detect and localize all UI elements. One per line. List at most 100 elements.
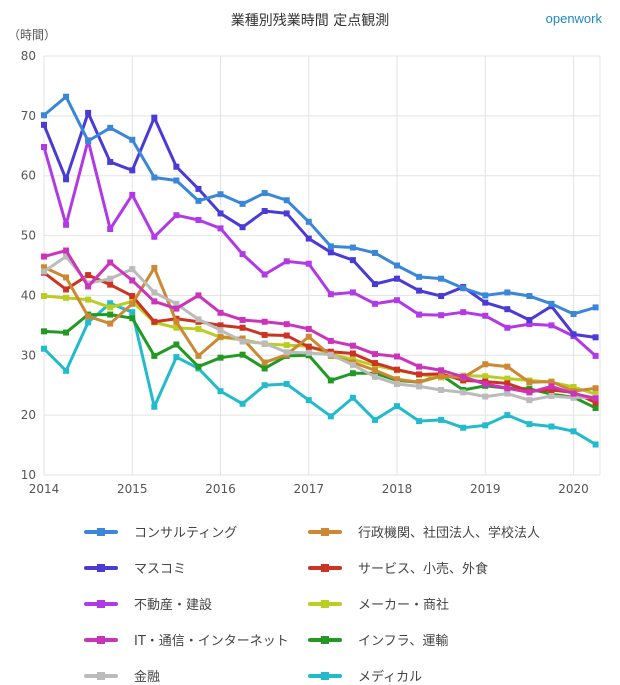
data-point [416, 287, 423, 294]
data-point [548, 322, 555, 329]
data-point [283, 197, 290, 204]
data-point [261, 365, 268, 372]
data-point [217, 327, 224, 334]
series-IT・通信・インターネット [41, 247, 599, 402]
data-point [41, 268, 47, 275]
y-tick-label: 40 [21, 288, 36, 302]
data-point [239, 400, 246, 407]
data-point [460, 309, 467, 316]
x-tick-label: 2014 [29, 482, 60, 496]
series-line [43, 95, 597, 316]
data-point [283, 210, 290, 217]
data-point [217, 354, 224, 361]
x-tick-label: 2017 [293, 482, 324, 496]
data-point [371, 351, 378, 358]
data-point [261, 190, 268, 197]
data-point [129, 277, 136, 284]
data-point [482, 393, 489, 400]
data-point [217, 191, 224, 198]
data-point [85, 319, 92, 326]
y-tick-label: 30 [21, 348, 36, 362]
data-point [371, 416, 378, 423]
data-point [592, 441, 599, 448]
data-point [41, 112, 47, 119]
data-point [129, 315, 136, 322]
data-point [129, 266, 136, 273]
data-point [438, 387, 445, 394]
data-point [526, 321, 533, 328]
data-point [283, 342, 290, 349]
data-point [504, 375, 511, 382]
data-point [283, 332, 290, 339]
data-point [85, 109, 92, 116]
data-point [129, 293, 136, 300]
data-point [416, 379, 423, 386]
data-point [239, 338, 246, 345]
data-point [416, 363, 423, 370]
data-point [592, 352, 599, 359]
data-point [261, 331, 268, 338]
data-point [327, 413, 334, 420]
data-point [394, 297, 401, 304]
data-point [438, 275, 445, 282]
data-point [349, 361, 356, 368]
data-point [107, 281, 114, 288]
series-line [43, 249, 596, 400]
data-point [41, 264, 47, 271]
data-point [173, 318, 180, 325]
data-point [327, 337, 334, 344]
series-line [42, 138, 597, 358]
data-point [107, 300, 114, 307]
data-point [504, 363, 511, 370]
data-point [570, 394, 577, 401]
data-point [107, 124, 114, 131]
data-point [261, 318, 268, 325]
data-point [592, 334, 599, 341]
data-point [239, 316, 246, 323]
data-point [394, 262, 401, 269]
data-point [305, 260, 312, 267]
data-point [195, 325, 202, 332]
data-point [283, 349, 290, 356]
x-tick-label: 2019 [470, 482, 501, 496]
data-point [592, 304, 599, 311]
data-point [85, 313, 92, 320]
data-point [151, 289, 158, 296]
data-point [129, 191, 136, 198]
data-point [416, 418, 423, 425]
data-point [482, 373, 489, 380]
data-point [394, 376, 401, 383]
data-point [349, 244, 356, 251]
data-point [107, 311, 114, 318]
data-point [63, 176, 70, 183]
data-point [151, 318, 158, 325]
data-point [151, 298, 158, 305]
data-point [504, 306, 511, 313]
series-金融 [41, 253, 599, 404]
data-point [504, 380, 511, 387]
data-point [482, 299, 489, 306]
data-point [504, 390, 511, 397]
data-point [63, 253, 70, 260]
data-point [526, 421, 533, 428]
data-point [107, 304, 114, 311]
data-point [195, 197, 202, 204]
data-point [548, 392, 555, 399]
data-point [592, 395, 599, 402]
data-point [85, 272, 92, 279]
data-point [195, 352, 202, 359]
data-point [217, 388, 224, 395]
data-point [239, 251, 246, 258]
data-point [371, 281, 378, 288]
data-point [570, 390, 577, 397]
chart-series [41, 93, 599, 448]
data-point [41, 345, 47, 352]
data-point [173, 300, 180, 307]
data-point [195, 217, 202, 224]
data-point [261, 382, 268, 389]
data-point [504, 385, 511, 392]
data-point [570, 384, 577, 391]
data-point [41, 293, 47, 300]
data-point [63, 294, 70, 301]
